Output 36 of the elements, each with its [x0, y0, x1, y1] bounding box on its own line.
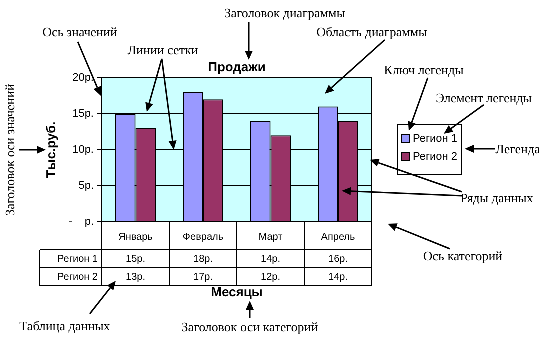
text: Легенда — [496, 142, 540, 156]
data-label: 12р. — [261, 272, 280, 283]
text: Линии сетки — [128, 42, 198, 58]
y-axis-title: Тыс.руб. — [44, 122, 59, 178]
text: Заголовок оси категорий — [182, 320, 318, 334]
text: Элемент легенды — [436, 90, 532, 106]
legend-label: Регион 1 — [413, 133, 458, 146]
data-label: 17р. — [194, 272, 213, 283]
x-axis-title: Месяцы — [211, 284, 263, 300]
legend-label: Регион 2 — [413, 151, 458, 164]
text: Ось значений — [42, 24, 118, 40]
text: Заголовок диаграммы — [224, 6, 346, 20]
data-label: 16р. — [328, 254, 348, 265]
text: Регион 2 — [58, 272, 98, 283]
data-label: 15р. — [126, 254, 146, 265]
text: Таблица данных — [20, 318, 110, 334]
y-tick-label: - р. — [68, 216, 94, 228]
x-tick-label: Февраль — [182, 232, 224, 243]
data-label: 13р. — [126, 272, 146, 283]
text: Ключ легенды — [384, 62, 464, 78]
text: Ось категорий — [423, 248, 503, 264]
chart-title: Продажи — [208, 60, 266, 75]
x-tick-label: Январь — [118, 232, 153, 243]
data-label: 14р. — [261, 254, 280, 265]
text: Регион 1 — [58, 254, 98, 265]
y-tick-label: 20р. — [72, 72, 94, 84]
y-tick-label: 10р. — [72, 144, 94, 156]
x-tick-label: Март — [258, 232, 284, 243]
y-tick-label: 15р. — [72, 108, 94, 120]
text: Область диаграммы — [316, 24, 428, 40]
text: Ряды данных — [460, 190, 534, 206]
x-tick-label: Апрель — [321, 232, 356, 243]
data-label: 14р. — [328, 272, 348, 283]
y-tick-label: 5р. — [78, 180, 94, 192]
data-label: 18р. — [194, 254, 213, 265]
text: Заголовок оси значений — [2, 84, 18, 216]
